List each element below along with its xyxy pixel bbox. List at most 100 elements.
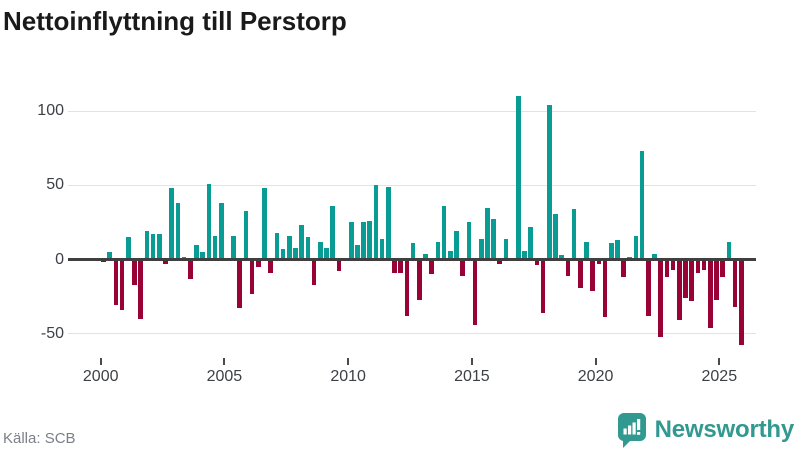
bar-2024Q3[interactable] [707,259,713,328]
bar-2008Q2[interactable] [305,237,311,260]
bar-2007Q1[interactable] [274,232,280,260]
bar-2021Q2[interactable] [627,256,633,260]
bar-2025Q2[interactable] [726,241,732,260]
bar-2025Q4[interactable] [738,259,744,346]
bar-2005Q4[interactable] [243,210,249,260]
bar-2011Q3[interactable] [386,186,391,260]
bar-2017Q1[interactable] [522,250,527,260]
bar-2018Q4[interactable] [565,259,571,276]
bar-2001Q4[interactable] [144,231,150,260]
bar-2007Q2[interactable] [280,249,286,260]
bar-2010Q4[interactable] [367,220,373,260]
bar-2013Q3[interactable] [435,241,441,260]
bar-2024Q1[interactable] [695,259,701,273]
bar-2000Q1[interactable] [101,259,106,263]
bar-2003Q3[interactable] [187,259,193,279]
bar-2015Q1[interactable] [472,259,478,325]
bar-2015Q2[interactable] [478,238,484,260]
bar-2013Q2[interactable] [429,259,434,275]
bar-2002Q3[interactable] [163,259,168,264]
bar-2008Q4[interactable] [317,241,323,260]
bar-2017Q3[interactable] [534,259,540,266]
bar-2010Q2[interactable] [355,244,360,260]
bar-2019Q1[interactable] [571,209,577,260]
bar-2014Q3[interactable] [460,259,465,276]
bar-2006Q3[interactable] [262,188,267,260]
bar-2003Q4[interactable] [194,244,199,260]
bar-2000Q2[interactable] [107,252,113,260]
bar-2020Q2[interactable] [602,259,608,318]
bar-2019Q3[interactable] [584,241,589,260]
bar-2006Q1[interactable] [249,259,255,294]
bar-2004Q2[interactable] [206,183,212,260]
bar-2023Q1[interactable] [670,259,676,270]
bar-2008Q3[interactable] [311,259,317,285]
bar-2021Q3[interactable] [633,235,639,260]
bar-2001Q2[interactable] [132,259,137,285]
bar-2000Q4[interactable] [119,259,125,310]
bar-2009Q1[interactable] [324,247,329,260]
bar-2016Q1[interactable] [497,259,503,264]
bar-2019Q4[interactable] [590,259,595,291]
bar-2018Q1[interactable] [547,105,552,260]
bar-2015Q4[interactable] [491,219,496,260]
bar-2013Q4[interactable] [441,206,447,260]
bar-2006Q2[interactable] [256,259,261,267]
bar-2011Q4[interactable] [392,259,397,273]
bar-2007Q3[interactable] [287,235,292,260]
bar-2016Q4[interactable] [516,96,521,260]
bar-2001Q1[interactable] [126,237,131,260]
bar-2012Q1[interactable] [398,259,404,273]
bar-2010Q1[interactable] [348,222,354,260]
bar-2018Q3[interactable] [559,255,564,260]
bar-2021Q4[interactable] [639,151,645,260]
bar-2023Q3[interactable] [683,259,688,299]
bar-2017Q2[interactable] [528,226,534,260]
bar-2007Q4[interactable] [293,247,298,260]
bar-2022Q4[interactable] [664,259,670,278]
bar-2012Q4[interactable] [417,259,422,300]
bar-2023Q2[interactable] [677,259,682,321]
bar-2019Q2[interactable] [577,259,583,288]
bar-2002Q4[interactable] [169,188,174,260]
bar-2017Q4[interactable] [540,259,546,313]
bar-2024Q2[interactable] [701,259,707,270]
bar-2021Q1[interactable] [621,259,626,278]
bar-2002Q2[interactable] [157,234,162,260]
bar-2004Q3[interactable] [212,235,218,260]
bar-2003Q2[interactable] [181,256,187,260]
bar-2006Q4[interactable] [268,259,274,273]
bar-2012Q2[interactable] [404,259,410,316]
bar-2020Q3[interactable] [608,243,614,260]
bar-2008Q1[interactable] [299,225,304,260]
bar-2022Q1[interactable] [646,259,651,316]
bar-2020Q4[interactable] [615,240,620,260]
newsworthy-logo[interactable]: Newsworthy [617,411,794,449]
bar-2012Q3[interactable] [410,243,416,260]
bar-2000Q3[interactable] [113,259,119,306]
bar-2022Q2[interactable] [652,253,657,260]
bar-2020Q1[interactable] [596,259,602,264]
bar-2025Q1[interactable] [720,259,725,278]
bar-2001Q3[interactable] [138,259,144,319]
bar-2014Q2[interactable] [454,231,459,260]
bar-2009Q3[interactable] [336,259,342,272]
bar-2009Q2[interactable] [330,206,335,260]
bar-2005Q2[interactable] [231,235,236,260]
bar-2004Q1[interactable] [200,252,205,260]
bar-2014Q1[interactable] [447,250,453,260]
bar-2015Q3[interactable] [485,207,490,260]
bar-2003Q1[interactable] [175,203,181,260]
bar-2013Q1[interactable] [423,253,428,260]
bar-2004Q4[interactable] [218,203,224,260]
bar-2005Q3[interactable] [237,259,243,309]
bar-2023Q4[interactable] [689,259,694,301]
bar-2011Q1[interactable] [373,185,379,260]
bar-2002Q1[interactable] [150,234,156,260]
bar-2018Q2[interactable] [553,213,558,260]
bar-2010Q3[interactable] [361,222,366,260]
bar-2025Q3[interactable] [732,259,738,307]
bar-2024Q4[interactable] [714,259,719,300]
bar-2011Q2[interactable] [379,238,385,260]
bar-2022Q3[interactable] [658,259,664,337]
